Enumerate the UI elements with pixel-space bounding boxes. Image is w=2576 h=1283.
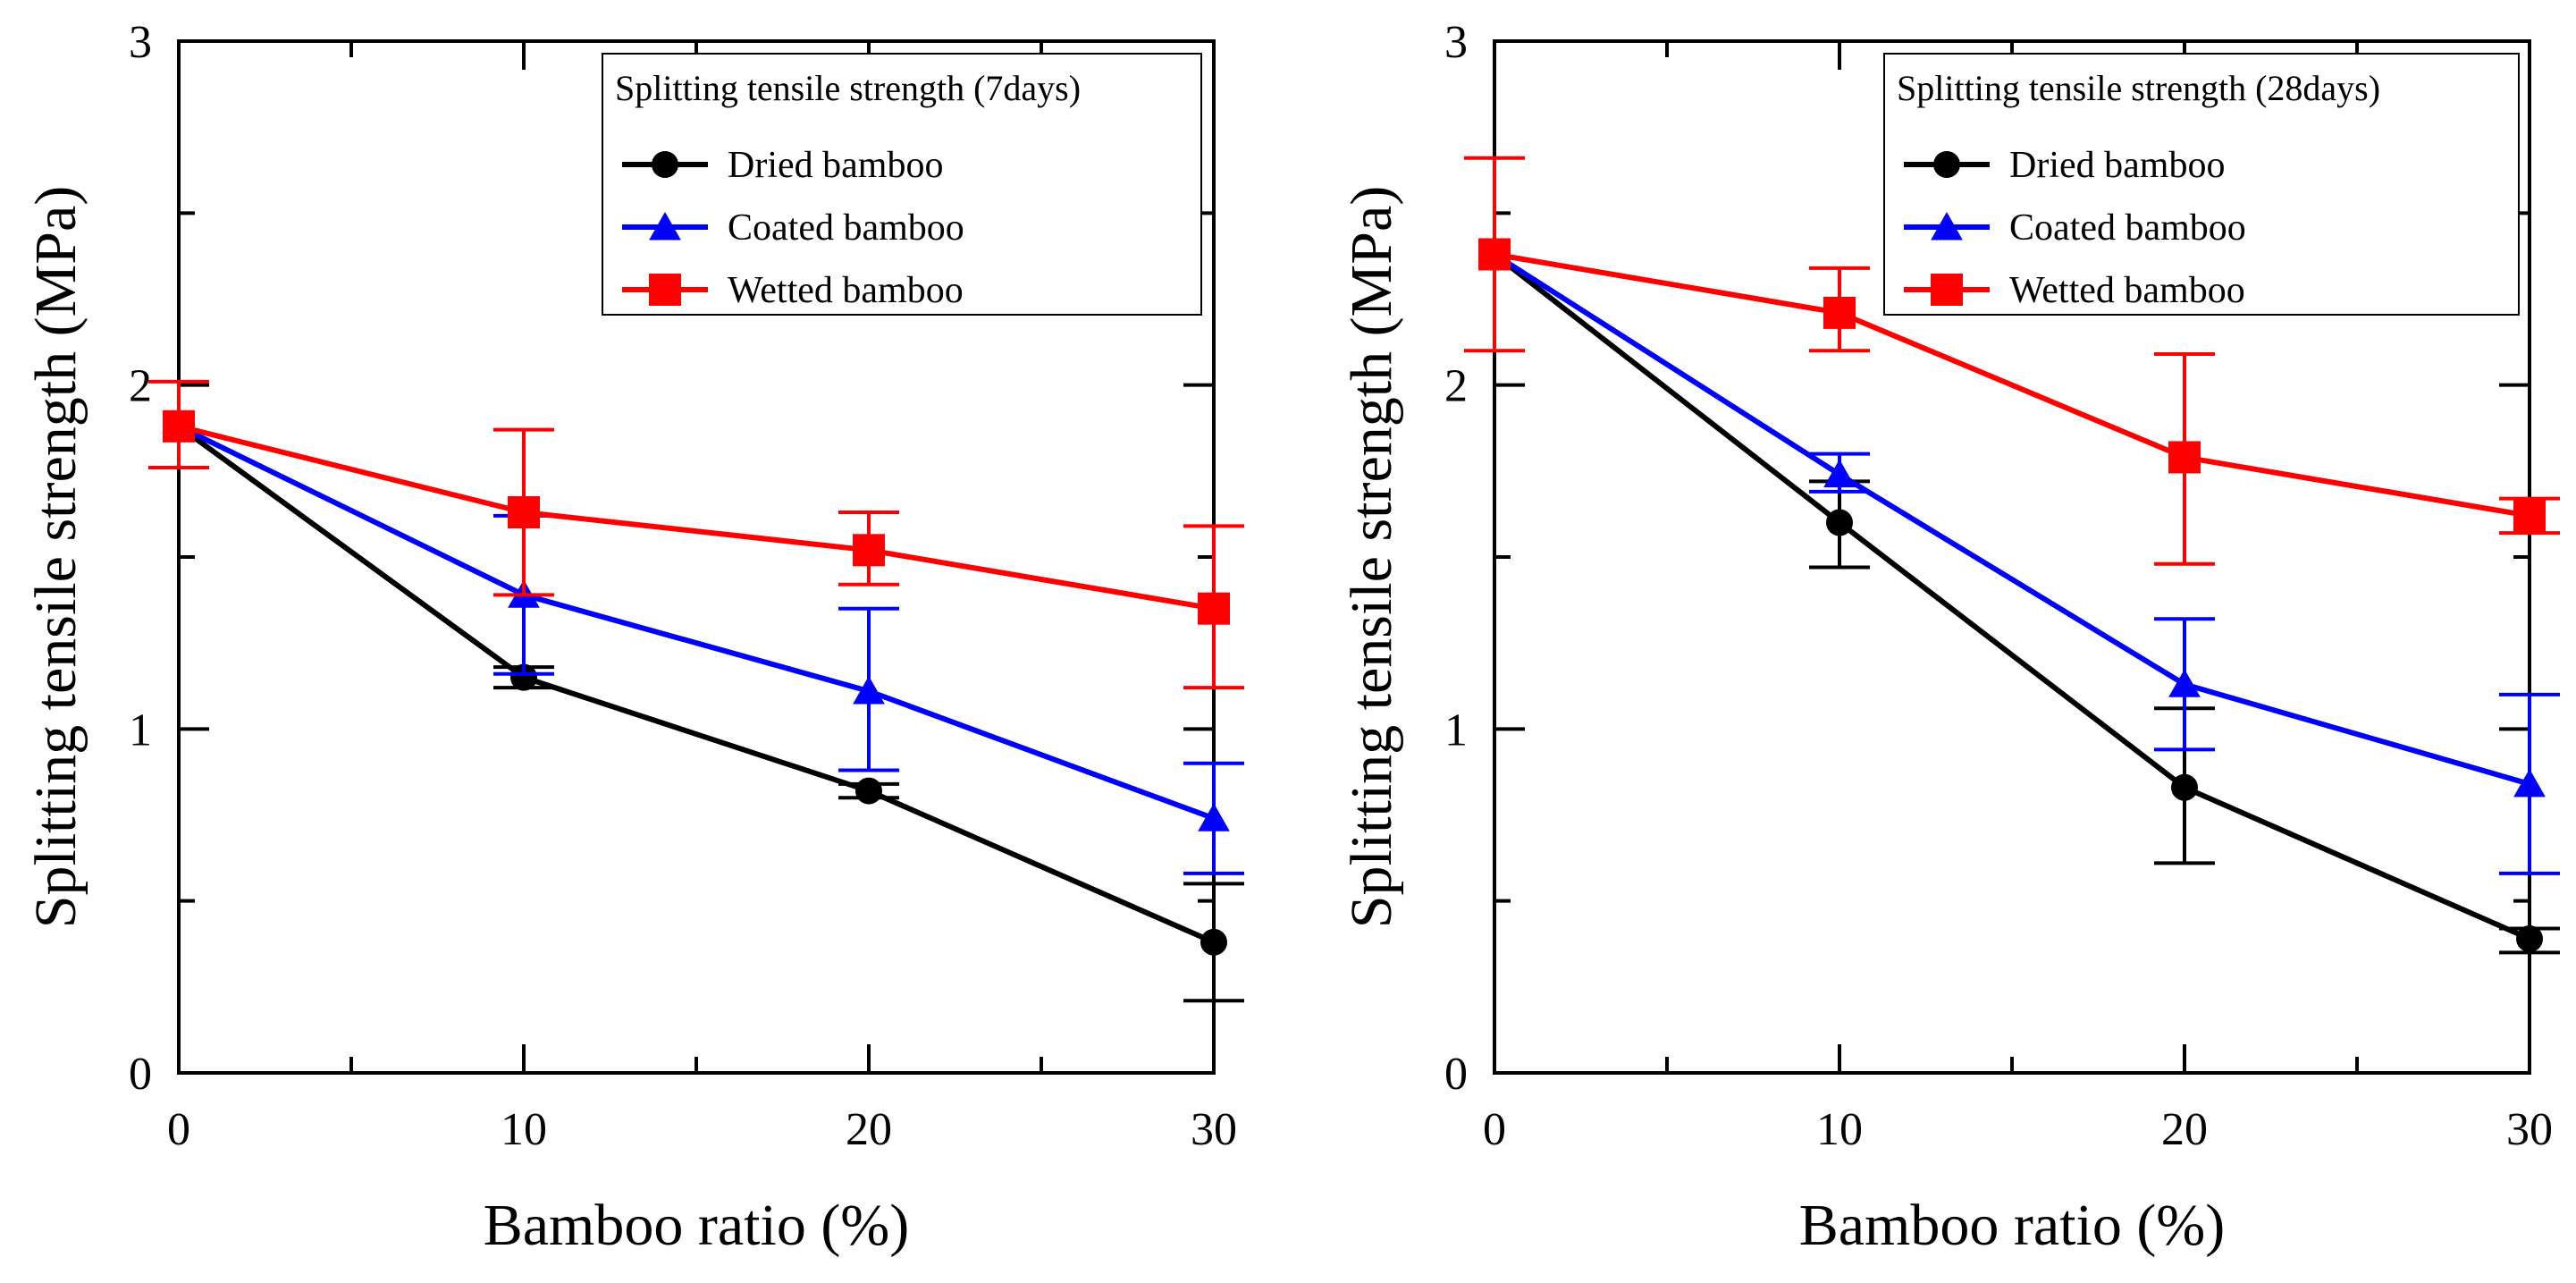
y-tick-label: 1	[1444, 705, 1468, 755]
data-point	[2513, 499, 2546, 532]
y-tick-label: 2	[129, 361, 152, 412]
legend-marker	[1931, 212, 1963, 241]
series-line	[177, 424, 1216, 822]
chart-panel-1: 0 10 20 30 0 1 2 3 Bamboo ratio (%) Splitting ten…	[23, 17, 1244, 1258]
legend-label: Coated bamboo	[728, 207, 964, 249]
series-wetted-bamboo	[148, 379, 1244, 690]
y-axis-title: Splitting tensile strength (MPa)	[1339, 186, 1404, 928]
legend-box	[602, 53, 1202, 316]
legend-marker	[649, 274, 681, 306]
series-line	[1494, 251, 2530, 519]
legend-title: Splitting tensile strength (28days)	[1897, 68, 2380, 108]
x-tick-label: 0	[1483, 1104, 1506, 1155]
series-line	[1493, 252, 2531, 941]
data-point	[2171, 773, 2198, 801]
legend: Splitting tensile strength (28days) Dried…	[1883, 53, 2520, 316]
legend-title: Splitting tensile strength (7days)	[615, 68, 1081, 108]
data-point	[853, 676, 885, 705]
legend-label: Wetted bamboo	[728, 270, 964, 311]
series-line	[178, 423, 1215, 612]
chart-panel-2: 0 10 20 30 0 1 2 3 Bamboo ratio (%) Splitting ten…	[1339, 17, 2560, 1258]
legend: Splitting tensile strength (7days) Dried …	[602, 53, 1202, 316]
y-axis-title: Splitting tensile strength (MPa)	[23, 186, 88, 928]
data-point	[2516, 924, 2543, 952]
data-point	[2168, 669, 2201, 697]
legend-box	[1883, 53, 2520, 316]
x-tick-label: 30	[1191, 1104, 1237, 1155]
data-point	[2168, 441, 2201, 474]
data-point	[855, 777, 882, 805]
legend-label: Dried bamboo	[728, 145, 943, 186]
x-tick-label: 30	[2506, 1104, 2553, 1155]
x-tick-label: 20	[2161, 1104, 2208, 1155]
data-point	[1823, 459, 1856, 488]
data-point	[1198, 803, 1230, 831]
legend-label: Wetted bamboo	[2009, 270, 2245, 311]
data-point	[163, 409, 195, 443]
series-line	[177, 424, 1216, 945]
x-tick-label: 20	[846, 1104, 892, 1155]
series-line	[1493, 251, 2530, 787]
series-coated-bamboo	[163, 410, 1244, 875]
data-point	[853, 534, 885, 567]
data-point	[1826, 509, 1853, 536]
x-tick-label: 10	[1816, 1104, 1863, 1155]
y-tick-label: 3	[1444, 17, 1468, 68]
x-axis-title: Bamboo ratio (%)	[1799, 1193, 2226, 1258]
y-tick-label: 3	[129, 17, 152, 68]
data-point	[508, 495, 540, 528]
x-axis-title: Bamboo ratio (%)	[484, 1193, 910, 1258]
legend-label: Dried bamboo	[2009, 145, 2225, 186]
data-point	[1823, 296, 1856, 329]
y-tick-label: 2	[1444, 361, 1468, 412]
y-tick-label: 0	[129, 1049, 152, 1100]
data-point	[1198, 592, 1230, 625]
series-coated-bamboo	[1478, 239, 2560, 875]
data-point	[510, 663, 537, 691]
data-point	[1478, 238, 1511, 271]
y-tick-label: 1	[129, 705, 152, 755]
data-point	[1200, 928, 1227, 956]
legend-marker	[652, 151, 678, 178]
x-tick-label: 0	[167, 1104, 190, 1155]
series-wetted-bamboo	[1464, 156, 2560, 566]
x-tick-label: 10	[501, 1104, 547, 1155]
legend-marker	[1931, 274, 1963, 306]
legend-marker	[649, 212, 681, 241]
y-tick-label: 0	[1444, 1049, 1468, 1100]
data-point	[2513, 768, 2546, 798]
legend-label: Coated bamboo	[2009, 207, 2246, 249]
legend-marker	[1933, 151, 1960, 178]
